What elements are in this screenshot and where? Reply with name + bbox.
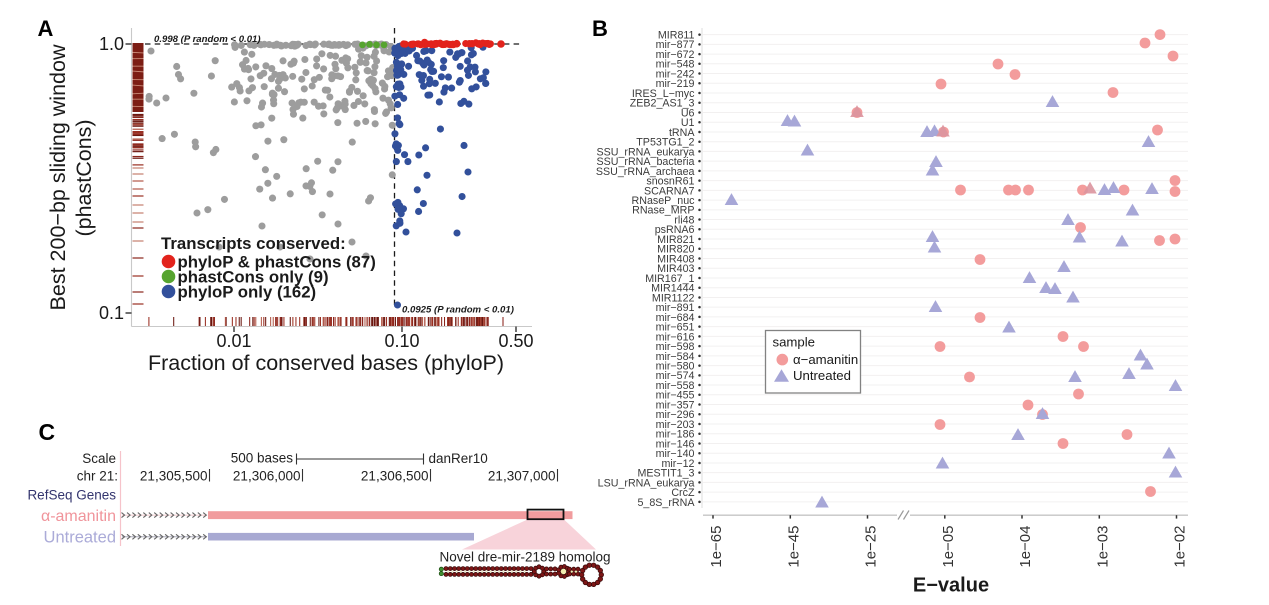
svg-text:1e−05: 1e−05 <box>940 526 957 568</box>
svg-text:E−value: E−value <box>913 575 989 597</box>
svg-text:phyloP only (162): phyloP only (162) <box>178 283 317 302</box>
svg-text:1e−45: 1e−45 <box>785 526 802 568</box>
svg-text:21,306,000: 21,306,000 <box>233 469 301 484</box>
svg-text:chr 21:: chr 21: <box>77 469 118 484</box>
svg-text:Best 200−bp sliding window: Best 200−bp sliding window <box>46 44 70 310</box>
svg-text:α-amanitin: α-amanitin <box>41 508 116 525</box>
svg-text:21,306,500: 21,306,500 <box>361 469 429 484</box>
svg-text:0.50: 0.50 <box>498 331 533 351</box>
svg-text:danRer10: danRer10 <box>429 451 488 466</box>
svg-text:Scale: Scale <box>82 451 116 466</box>
svg-text:1e−02: 1e−02 <box>1172 526 1189 568</box>
svg-text:0.10: 0.10 <box>384 331 419 351</box>
svg-text:0.01: 0.01 <box>216 331 251 351</box>
svg-text:1e−03: 1e−03 <box>1094 526 1111 568</box>
svg-text:(phastCons): (phastCons) <box>72 119 96 236</box>
svg-text:21,307,000: 21,307,000 <box>488 469 556 484</box>
svg-text:A: A <box>38 16 54 41</box>
svg-text:Transcripts conserved:: Transcripts conserved: <box>161 234 346 253</box>
svg-text:B: B <box>592 16 608 41</box>
svg-text:C: C <box>39 419 56 445</box>
svg-text:0.1: 0.1 <box>99 303 124 323</box>
svg-text:5_8S_rRNA: 5_8S_rRNA <box>637 497 695 509</box>
svg-text:RefSeq Genes: RefSeq Genes <box>27 488 116 503</box>
svg-text:1e−04: 1e−04 <box>1017 526 1034 568</box>
svg-text:1.0: 1.0 <box>99 34 124 54</box>
svg-text:1e−25: 1e−25 <box>863 526 880 568</box>
svg-text:sample: sample <box>773 334 816 349</box>
svg-text:500 bases: 500 bases <box>231 451 294 466</box>
svg-text:21,305,500: 21,305,500 <box>140 469 208 484</box>
svg-text:Fraction of conserved bases (p: Fraction of conserved bases (phyloP) <box>148 351 504 375</box>
svg-text:0.0925 (P random < 0.01): 0.0925 (P random < 0.01) <box>402 304 514 315</box>
svg-text:Untreated: Untreated <box>793 368 851 383</box>
svg-text:α−amanitin: α−amanitin <box>793 352 858 367</box>
svg-text:0.998 (P random < 0.01): 0.998 (P random < 0.01) <box>154 34 261 45</box>
svg-text:Untreated: Untreated <box>44 529 116 547</box>
svg-text:Novel dre-mir-2189 homolog: Novel dre-mir-2189 homolog <box>439 550 610 565</box>
svg-text:1e−65: 1e−65 <box>708 526 725 568</box>
